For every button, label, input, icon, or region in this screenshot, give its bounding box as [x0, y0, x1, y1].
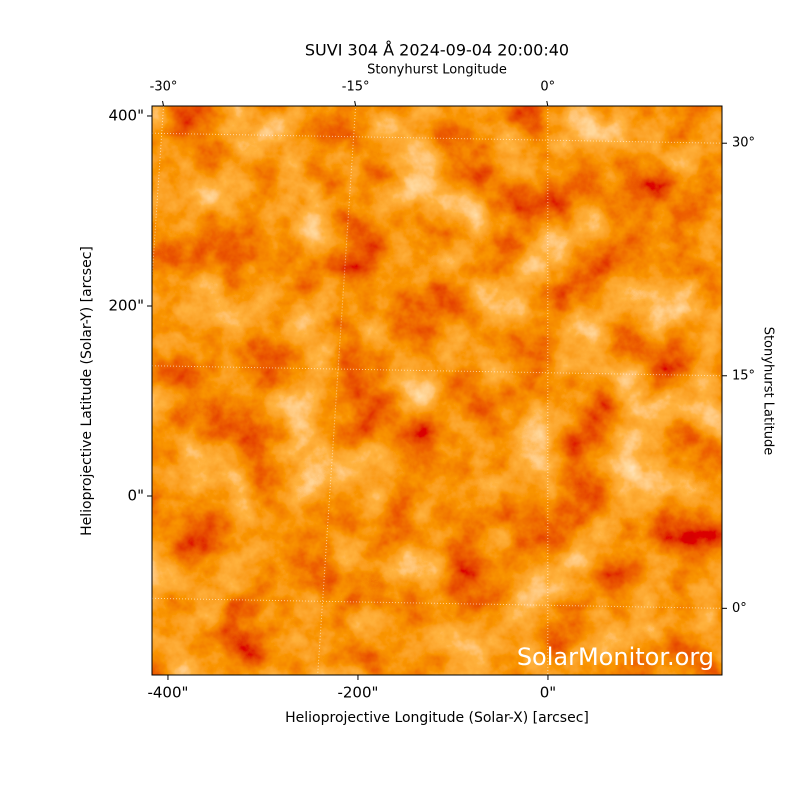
y2-tick-label: 0°	[732, 601, 747, 616]
x2-tick	[162, 100, 165, 107]
x2-tick	[546, 100, 549, 107]
y-tick-label: 400"	[108, 106, 144, 124]
latitude-grid-line	[152, 365, 722, 377]
x2-tick-label: -30°	[150, 80, 178, 95]
latitude-grid-line	[152, 132, 722, 144]
x-axis-label: Helioprojective Longitude (Solar-X) [arc…	[285, 710, 589, 726]
y-tick-label: 200"	[108, 296, 144, 314]
x2-tick-label: -15°	[342, 80, 370, 95]
y2-axis-label: Stonyhurst Latitude	[761, 327, 776, 456]
latitude-grid-line	[152, 597, 722, 609]
x-tick-label: -200"	[337, 684, 378, 702]
watermark: SolarMonitor.org	[517, 643, 714, 671]
plot-frame	[151, 105, 723, 676]
y-tick-label: 0"	[128, 487, 144, 505]
x2-axis-label: Stonyhurst Longitude	[367, 63, 507, 78]
longitude-grid-line	[317, 106, 357, 675]
y-axis-label: Helioprojective Latitude (Solar-Y) [arcs…	[79, 246, 95, 536]
x2-tick	[354, 100, 357, 107]
chart-title: SUVI 304 Å 2024-09-04 20:00:40	[305, 41, 569, 60]
solar-image	[152, 106, 722, 675]
x2-tick-label: 0°	[540, 80, 555, 95]
y2-tick-label: 30°	[732, 136, 755, 151]
y2-tick-label: 15°	[732, 368, 755, 383]
x-tick-label: -400"	[147, 684, 188, 702]
x-tick-label: 0"	[540, 684, 556, 702]
